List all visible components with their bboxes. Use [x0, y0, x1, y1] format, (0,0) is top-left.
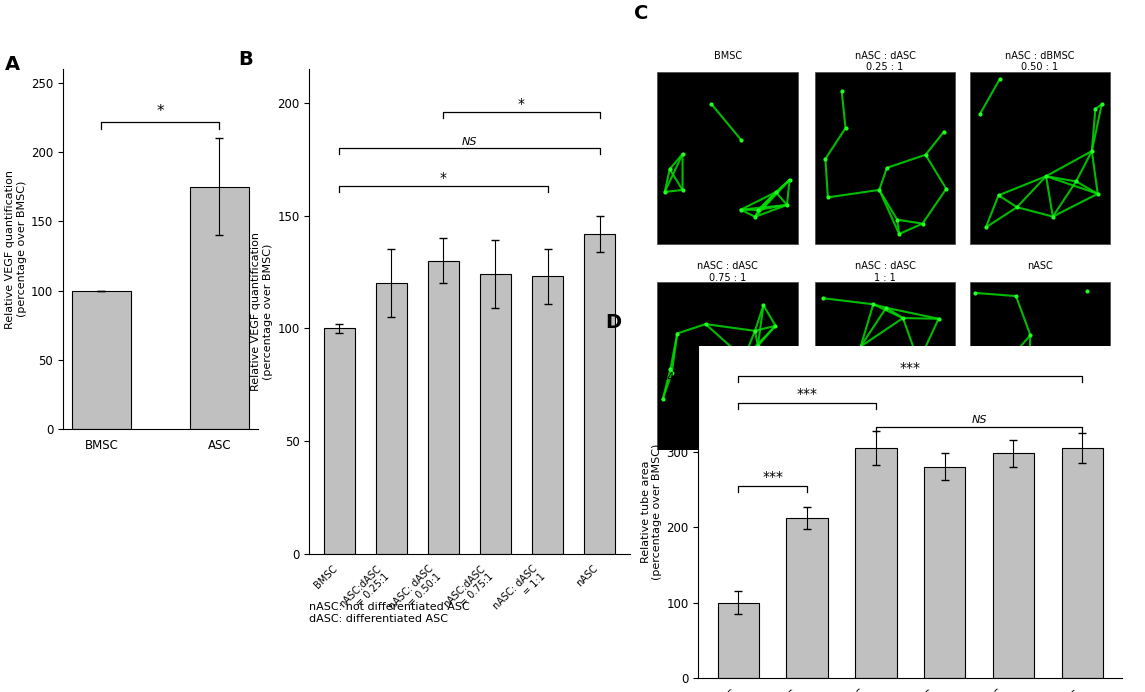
Text: C: C	[634, 3, 648, 23]
Text: ***: ***	[763, 470, 783, 484]
Text: nASC : dBMSC
0.50 : 1: nASC : dBMSC 0.50 : 1	[1005, 51, 1075, 73]
Bar	[376, 283, 406, 554]
Bar	[970, 72, 1111, 244]
Bar	[657, 282, 798, 454]
Text: A: A	[5, 55, 19, 74]
Bar	[814, 72, 955, 244]
Bar	[480, 274, 511, 554]
Text: nASC : dASC
0.75 : 1: nASC : dASC 0.75 : 1	[697, 261, 758, 282]
Text: 500 μm: 500 μm	[1067, 448, 1101, 457]
Y-axis label: Relative tube area
(percentage over BMSC): Relative tube area (percentage over BMSC…	[641, 444, 662, 581]
Text: NS: NS	[461, 137, 477, 147]
Text: nASC : dASC
1 : 1: nASC : dASC 1 : 1	[854, 261, 916, 282]
Text: BMSC: BMSC	[713, 51, 742, 61]
Text: NS: NS	[971, 415, 987, 426]
Bar	[428, 261, 459, 554]
Text: *: *	[440, 171, 447, 185]
Bar	[814, 282, 955, 454]
Bar	[532, 277, 563, 554]
Text: B: B	[238, 50, 253, 69]
Text: nASC: not differentiated ASC
dASC: differentiated ASC: nASC: not differentiated ASC dASC: diffe…	[309, 602, 469, 623]
Bar	[72, 291, 131, 429]
Bar	[584, 234, 615, 554]
Y-axis label: Relative VEGF quantification
(percentage over BMSC): Relative VEGF quantification (percentage…	[252, 232, 273, 391]
Text: ***: ***	[797, 387, 818, 401]
Text: nASC : dASC
0.25 : 1: nASC : dASC 0.25 : 1	[854, 51, 916, 73]
Bar	[924, 467, 965, 678]
Y-axis label: Relative VEGF quantification
(percentage over BMSC): Relative VEGF quantification (percentage…	[6, 170, 26, 329]
Text: *: *	[518, 97, 526, 111]
Text: nASC: nASC	[1027, 261, 1052, 271]
Bar	[718, 603, 759, 678]
Bar	[787, 518, 828, 678]
Bar	[1061, 448, 1103, 678]
Text: *: *	[157, 104, 164, 119]
Bar	[855, 448, 897, 678]
Bar	[657, 72, 798, 244]
Bar	[970, 282, 1111, 454]
Text: ***: ***	[900, 361, 921, 374]
Bar	[993, 453, 1034, 678]
Bar	[190, 187, 248, 429]
Text: D: D	[606, 313, 622, 331]
Bar	[324, 328, 355, 554]
